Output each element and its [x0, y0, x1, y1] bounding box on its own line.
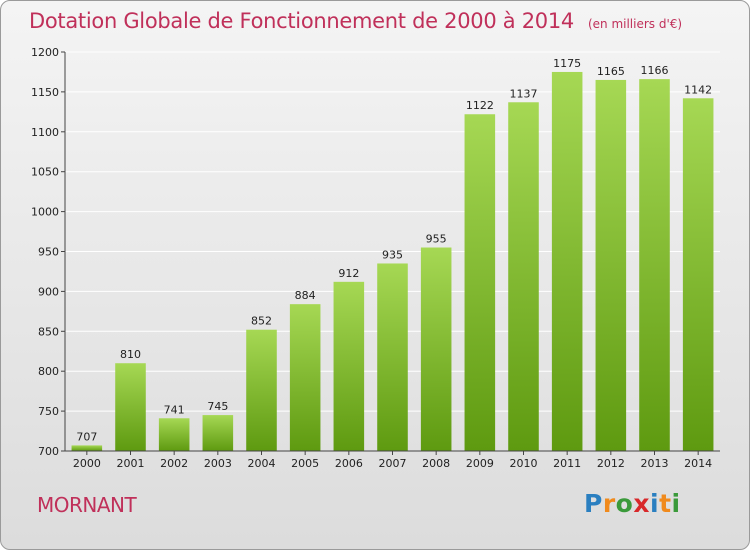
x-tick-label-2003: 2003 [204, 457, 232, 470]
y-tick-label: 750 [38, 405, 59, 418]
x-tick-label-2008: 2008 [422, 457, 450, 470]
x-tick-label-2009: 2009 [466, 457, 494, 470]
bar-2009 [464, 114, 496, 451]
bars: 707 810 741 745 852 884 912 935 955 1122 1137 1175 1… [71, 57, 714, 452]
value-label-2002: 741 [164, 403, 185, 416]
chart-title-text: Dotation Globale de Fonctionnement de 20… [29, 9, 574, 33]
logo-letter: r [602, 489, 616, 518]
bar-2002 [158, 418, 190, 451]
x-tick-label-2014: 2014 [684, 457, 712, 470]
value-label-2005: 884 [295, 289, 316, 302]
x-tick-label-2010: 2010 [510, 457, 538, 470]
y-tick-label: 1100 [31, 126, 59, 139]
x-tick-label-2004: 2004 [248, 457, 276, 470]
logo-letter: i [671, 489, 681, 518]
y-tick-label: 900 [38, 285, 59, 298]
y-tick-label: 850 [38, 325, 59, 338]
x-tick-label-2005: 2005 [291, 457, 319, 470]
axes: 700 750 800 850 900 950 1000 1050 1100 1150 1200 20… [31, 46, 720, 470]
logo-letter: o [615, 489, 634, 518]
x-tick-label-2000: 2000 [73, 457, 101, 470]
value-label-2010: 1137 [510, 87, 538, 100]
bar-2000 [71, 445, 103, 451]
value-label-2001: 810 [120, 348, 141, 361]
y-tick-label: 700 [38, 445, 59, 458]
value-label-2000: 707 [76, 430, 97, 443]
x-tick-label-2001: 2001 [117, 457, 145, 470]
x-tick-label-2012: 2012 [597, 457, 625, 470]
y-tick-label: 800 [38, 365, 59, 378]
value-label-2007: 935 [382, 248, 403, 261]
logo-letter: P [584, 489, 603, 518]
x-tick-label-2002: 2002 [160, 457, 188, 470]
value-label-2004: 852 [251, 315, 272, 328]
x-tick-label-2006: 2006 [335, 457, 363, 470]
value-label-2012: 1165 [597, 65, 625, 78]
y-tick-label: 1150 [31, 86, 59, 99]
bar-2006 [333, 281, 365, 451]
value-label-2013: 1166 [641, 64, 669, 77]
y-tick-label: 1050 [31, 166, 59, 179]
value-label-2003: 745 [207, 400, 228, 413]
chart-subtitle: (en milliers d'€) [587, 17, 683, 31]
y-tick-label: 1000 [31, 206, 59, 219]
bar-2003 [202, 415, 234, 451]
value-label-2006: 912 [338, 267, 359, 280]
bar-2014 [682, 98, 714, 451]
town-name: MORNANT [37, 493, 137, 517]
chart-title: Dotation Globale de Fonctionnement de 20… [29, 9, 682, 33]
logo-letter: i [650, 489, 660, 518]
value-label-2009: 1122 [466, 99, 494, 112]
y-tick-label: 1200 [31, 46, 59, 59]
bar-2007 [377, 263, 408, 451]
bar-2008 [420, 247, 452, 451]
proxiti-logo: Proxiti [584, 489, 681, 518]
x-tick-label-2011: 2011 [553, 457, 581, 470]
bar-2012 [595, 79, 627, 452]
bar-2010 [508, 102, 539, 452]
logo-letter: x [633, 489, 650, 518]
bar-2013 [639, 79, 670, 451]
bar-2005 [289, 304, 321, 451]
x-tick-label-2013: 2013 [641, 457, 669, 470]
bar-2004 [246, 329, 277, 451]
y-tick-label: 950 [38, 246, 59, 259]
x-tick-label-2007: 2007 [379, 457, 407, 470]
bar-2011 [551, 71, 583, 451]
logo-letter: t [659, 489, 672, 518]
bar-2001 [115, 363, 146, 451]
value-label-2008: 955 [426, 233, 447, 246]
value-label-2014: 1142 [684, 83, 712, 96]
value-label-2011: 1175 [553, 57, 581, 70]
